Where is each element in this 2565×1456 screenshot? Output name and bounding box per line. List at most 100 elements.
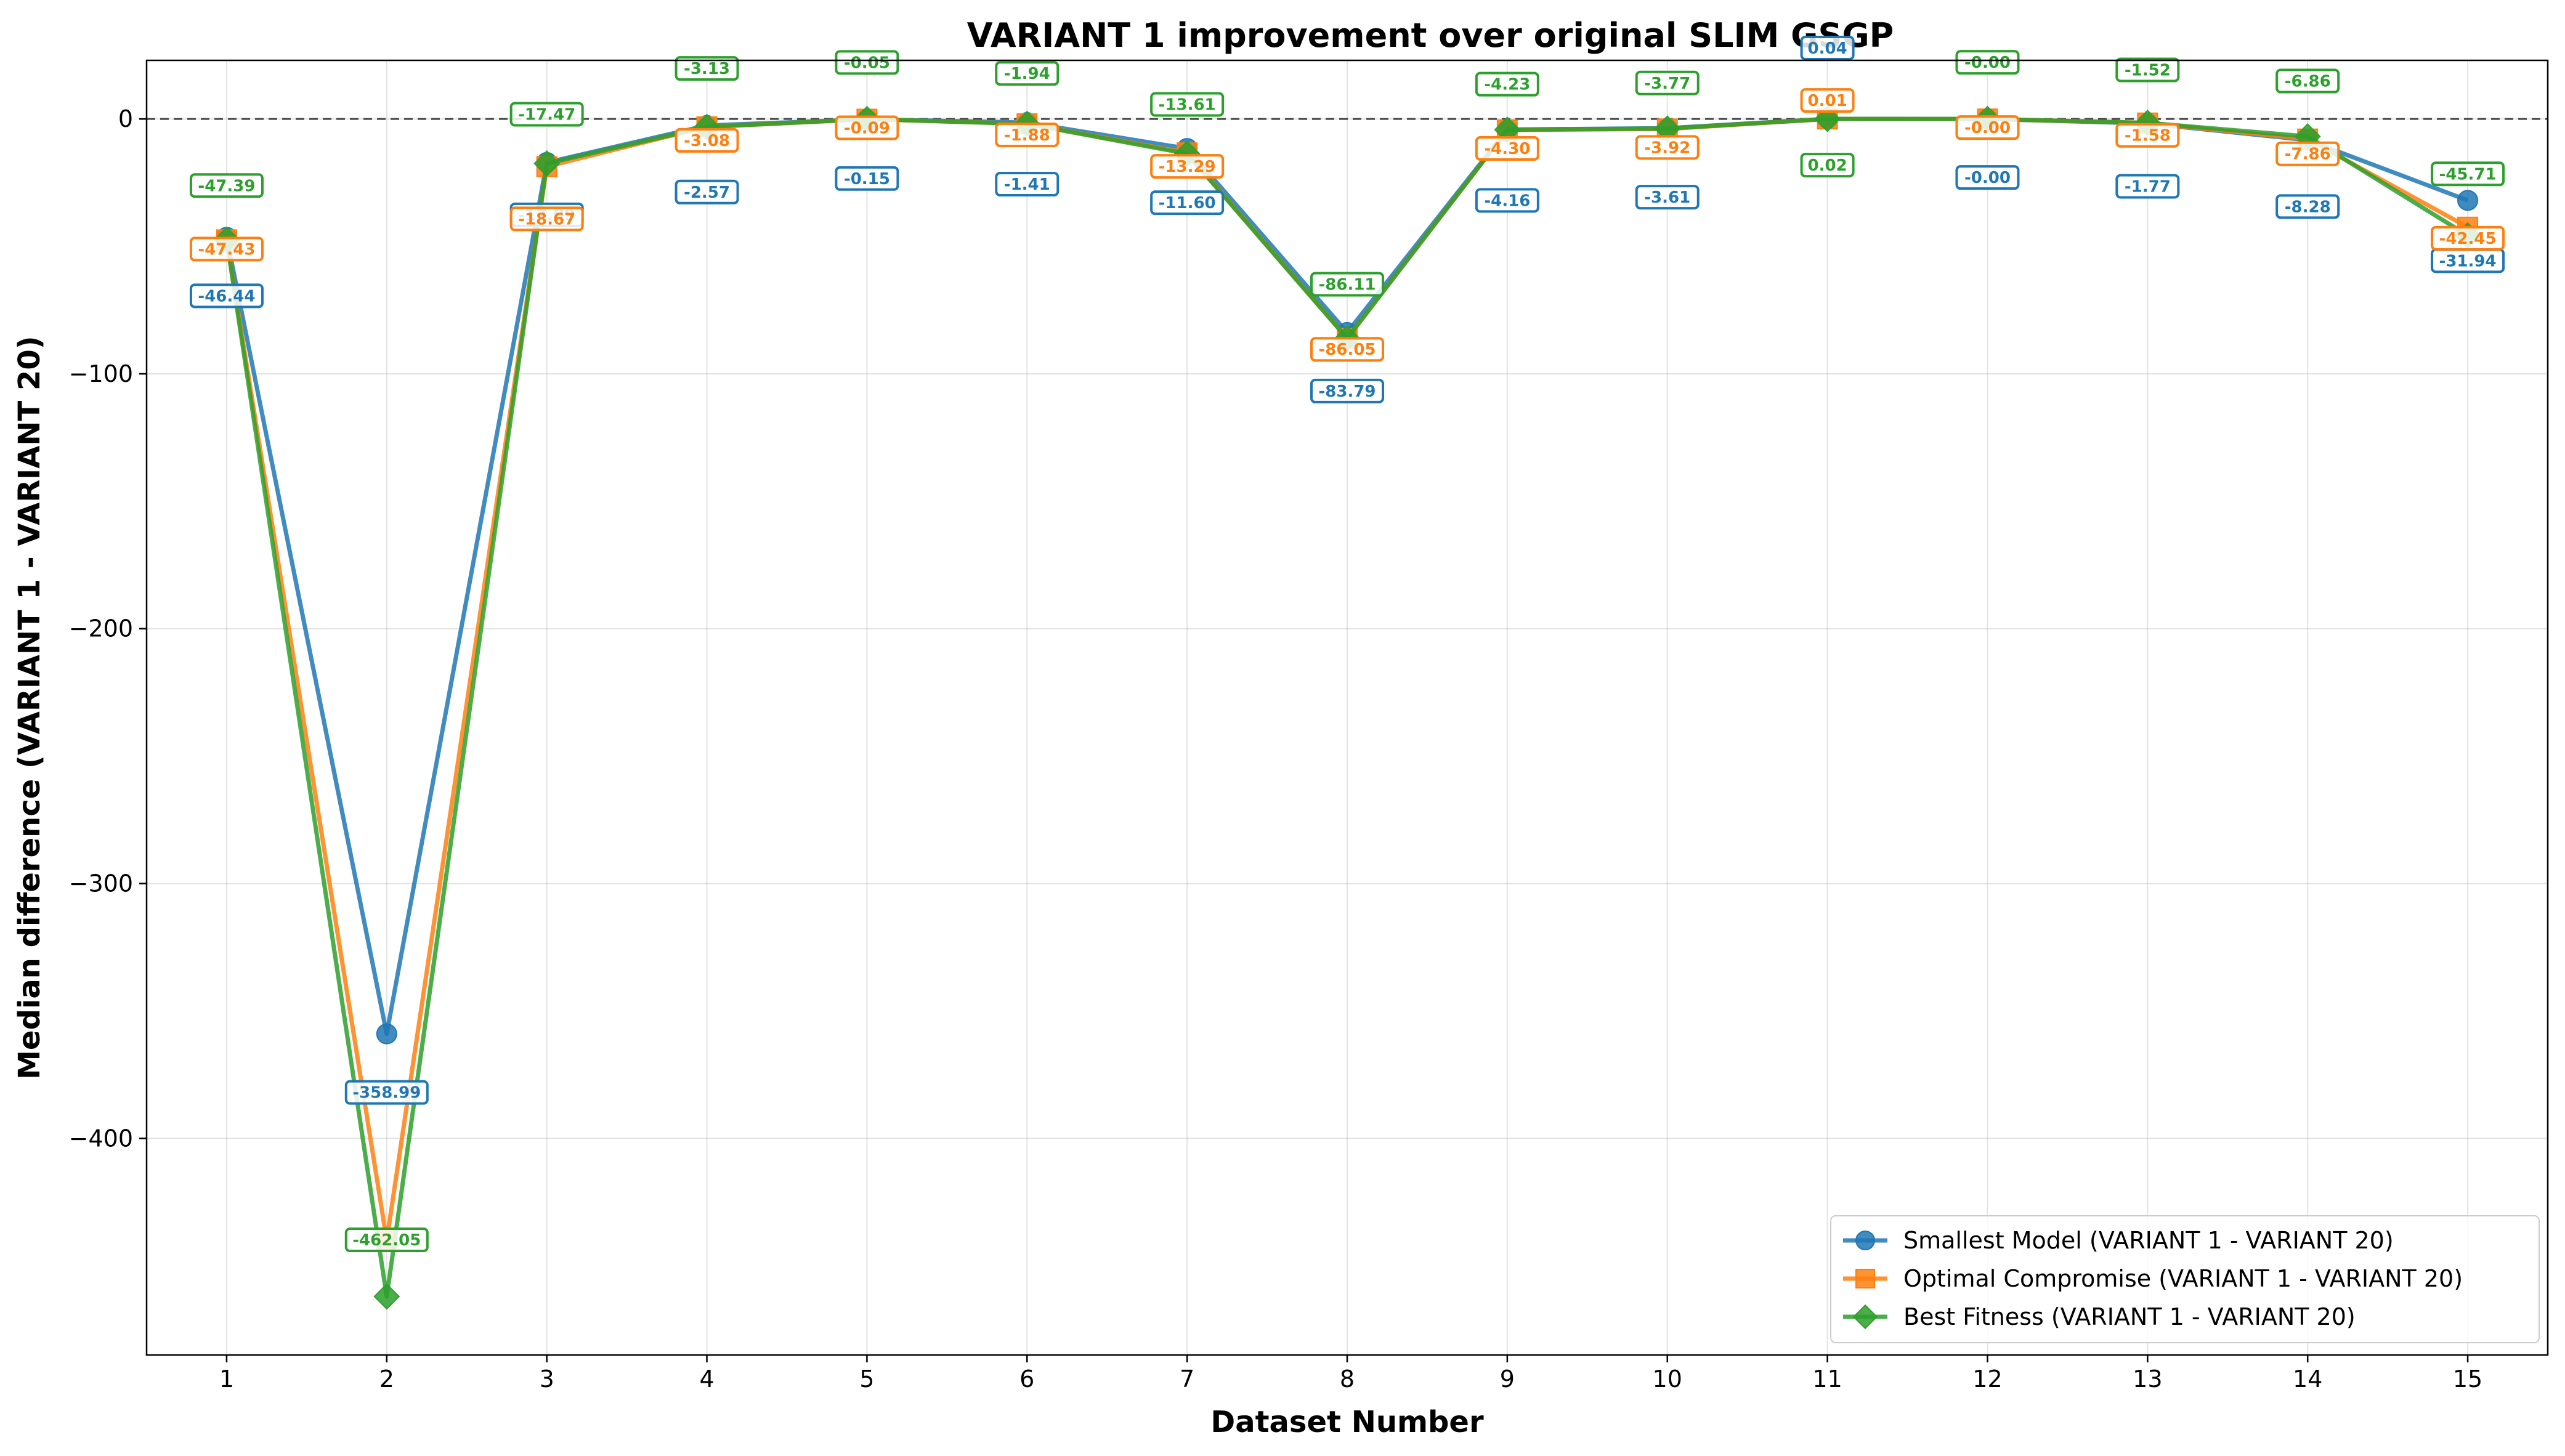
data-label: -6.86	[2275, 68, 2340, 94]
data-label-text: -86.05	[1318, 341, 1376, 359]
data-label: -3.77	[1635, 70, 1700, 95]
data-label-text: -3.92	[1644, 139, 1690, 157]
data-label-box	[835, 50, 899, 75]
data-label: -1.77	[2115, 174, 2180, 199]
legend-entry-label: Smallest Model (VARIANT 1 - VARIANT 20)	[1903, 1227, 2394, 1254]
data-label-box	[2275, 194, 2340, 219]
data-label-box	[509, 206, 584, 232]
data-label-box	[2115, 174, 2180, 199]
data-label-text: -0.00	[1964, 54, 2011, 72]
data-label: -13.61	[1150, 92, 1225, 117]
data-label-box	[1635, 70, 1700, 95]
data-label-text: 0.04	[1808, 39, 1847, 58]
data-label-text: -462.05	[352, 1231, 421, 1250]
data-label: -1.58	[2115, 123, 2180, 148]
data-labels: -46.44-358.99-17.09-2.57-0.15-1.41-11.60…	[189, 36, 2505, 1253]
x-tick-label: 10	[1653, 1365, 1682, 1393]
data-label: -31.94	[2431, 248, 2505, 273]
data-label-text: -31.94	[2439, 252, 2497, 270]
diamond-marker	[1852, 1304, 1878, 1330]
y-tick-label: −200	[69, 615, 133, 642]
data-label-text: -8.28	[2285, 198, 2331, 216]
data-label-box	[835, 166, 899, 191]
data-label: -47.43	[189, 237, 264, 262]
data-label-box	[1635, 185, 1700, 210]
data-label: -1.52	[2115, 57, 2180, 83]
data-label-text: -0.00	[1964, 119, 2011, 137]
data-label-text: -1.88	[1004, 126, 1050, 145]
data-label-text: -3.08	[684, 132, 730, 150]
data-label: -46.44	[189, 283, 264, 309]
data-label: -3.13	[675, 56, 739, 81]
data-label-box	[675, 179, 739, 204]
data-label: -358.99	[344, 1080, 429, 1105]
data-label: -4.23	[1475, 71, 1539, 97]
data-label-box	[2275, 141, 2340, 166]
data-label-box	[995, 61, 1060, 86]
y-tick-label: −300	[69, 870, 133, 897]
data-label: -17.47	[509, 102, 584, 127]
data-label-box	[1475, 188, 1539, 213]
legend-entry-label: Optimal Compromise (VARIANT 1 - VARIANT …	[1903, 1265, 2463, 1292]
legend-entry-label: Best Fitness (VARIANT 1 - VARIANT 20)	[1903, 1303, 2356, 1330]
chart-legend: Smallest Model (VARIANT 1 - VARIANT 20) O…	[1830, 1215, 2540, 1343]
x-tick-label: 4	[699, 1365, 714, 1393]
data-label-box	[1475, 71, 1539, 97]
data-label: -7.86	[2275, 141, 2340, 166]
data-label: 0.04	[1800, 36, 1855, 61]
x-tick-label: 1	[219, 1365, 234, 1393]
data-label-box	[1635, 135, 1700, 160]
circle-marker	[376, 1023, 397, 1045]
data-label: -2.57	[675, 179, 739, 204]
data-label-box	[1310, 337, 1384, 362]
data-label-text: -4.30	[1484, 140, 1530, 158]
data-label-text: -11.60	[1159, 194, 1216, 212]
data-label: -0.00	[1955, 50, 2020, 75]
data-label-text: -6.86	[2285, 73, 2331, 91]
data-label-text: -86.11	[1318, 275, 1376, 294]
circle-marker	[2457, 190, 2479, 211]
y-tick-label: −400	[69, 1125, 133, 1152]
x-tick-label: 12	[1972, 1365, 2002, 1393]
data-label-box	[2115, 123, 2180, 148]
data-label-box	[1955, 165, 2020, 190]
data-label: -86.11	[1310, 272, 1384, 297]
data-label-box	[835, 115, 899, 140]
data-label-text: -47.39	[198, 177, 255, 195]
data-label-box	[1150, 92, 1225, 117]
data-label-text: -3.77	[1644, 75, 1690, 93]
data-label-box	[1955, 115, 2020, 140]
data-label: -8.28	[2275, 194, 2340, 219]
data-label-text: -0.00	[1964, 169, 2011, 187]
data-label: -86.05	[1310, 337, 1384, 362]
data-label: -3.92	[1635, 135, 1700, 160]
data-label-text: -358.99	[352, 1084, 421, 1102]
data-label-text: -83.79	[1318, 382, 1376, 401]
data-label-text: -13.29	[1159, 158, 1216, 176]
data-label-text: -46.44	[198, 287, 255, 305]
data-label: -4.30	[1475, 135, 1539, 161]
data-label: -4.16	[1475, 188, 1539, 213]
y-axis-title: Median difference (VARIANT 1 - VARIANT 2…	[12, 336, 47, 1079]
data-label: -0.00	[1955, 165, 2020, 190]
data-label: -18.67	[509, 206, 584, 232]
data-label-box	[1955, 50, 2020, 75]
data-label-text: -1.94	[1004, 65, 1050, 83]
x-tick-label: 8	[1340, 1365, 1355, 1393]
chart-title: VARIANT 1 improvement over original SLIM…	[967, 16, 1894, 55]
data-label: -13.29	[1150, 154, 1225, 179]
data-label-text: -7.86	[2285, 145, 2331, 164]
data-label: -11.60	[1150, 190, 1225, 216]
data-label-box	[1150, 190, 1225, 216]
data-label: -1.94	[995, 61, 1060, 86]
data-label: -3.08	[675, 127, 739, 153]
x-tick-label: 7	[1180, 1365, 1194, 1393]
data-label: -0.15	[835, 166, 899, 191]
data-label: -462.05	[344, 1227, 429, 1253]
data-label-text: -3.61	[1644, 188, 1690, 207]
data-label-text: -1.58	[2125, 127, 2171, 145]
data-label-box	[1800, 88, 1855, 113]
x-tick-label: 14	[2293, 1365, 2322, 1393]
data-label: -42.45	[2431, 225, 2505, 251]
